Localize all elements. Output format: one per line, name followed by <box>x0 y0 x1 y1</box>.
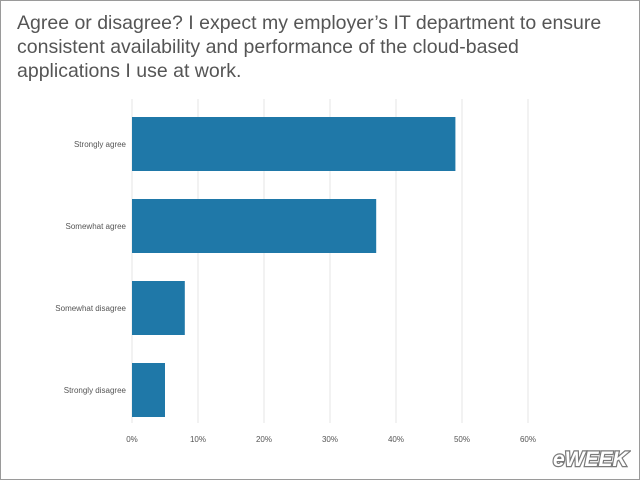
x-tick-label: 10% <box>190 435 206 444</box>
eweek-logo: eWEEK <box>552 447 631 471</box>
logo-text: eWEEK <box>553 448 630 471</box>
category-label: Somewhat agree <box>66 222 127 231</box>
bar <box>132 281 185 335</box>
bar <box>132 117 456 171</box>
category-label: Strongly disagree <box>64 386 127 395</box>
category-label: Strongly agree <box>74 140 127 149</box>
x-tick-label: 60% <box>520 435 536 444</box>
category-label: Somewhat disagree <box>55 304 126 313</box>
x-tick-label: 40% <box>388 435 404 444</box>
x-tick-label: 20% <box>256 435 272 444</box>
bar <box>132 363 165 417</box>
x-tick-label: 0% <box>126 435 138 444</box>
bar <box>132 199 377 253</box>
chart-title: Agree or disagree? I expect my employer’… <box>17 12 602 82</box>
x-tick-label: 50% <box>454 435 470 444</box>
x-tick-label: 30% <box>322 435 338 444</box>
